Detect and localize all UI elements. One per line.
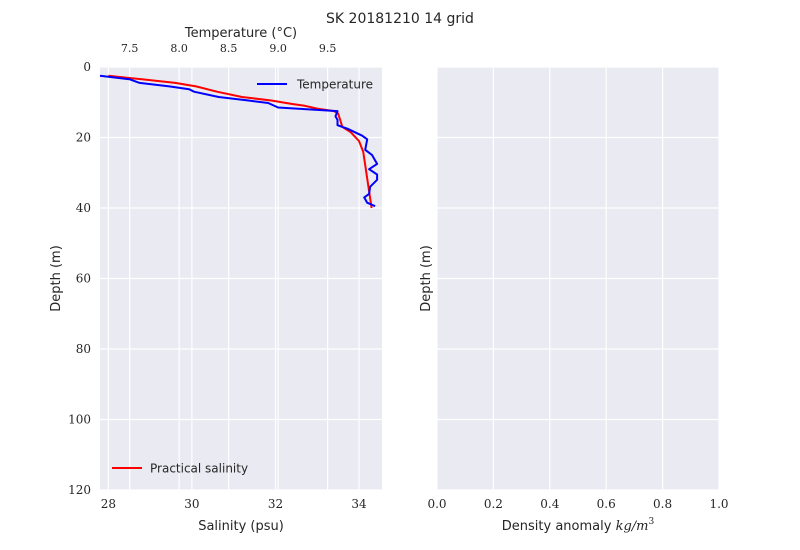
density-tick-label: 1.0 <box>709 497 728 511</box>
left-lines <box>99 74 379 209</box>
density-tick-label: 0.8 <box>653 497 672 511</box>
left-y-tick-label: 120 <box>68 483 91 497</box>
temperature-tick-label: 8.5 <box>220 42 238 55</box>
salinity-tick-label: 28 <box>101 497 116 511</box>
salinity-tick-label: 32 <box>268 497 283 511</box>
density-tick-label: 0.2 <box>484 497 503 511</box>
salinity-legend-label: Practical salinity <box>150 462 248 476</box>
right-xlabel-units: kg/m <box>616 519 649 534</box>
right-xlabel: Density anomaly kg/m3 <box>502 517 655 534</box>
right-grid <box>436 66 720 491</box>
left-y-tick-label: 20 <box>76 131 91 145</box>
salinity-tick-label: 30 <box>184 497 199 511</box>
right-ylabel: Depth (m) <box>419 245 434 312</box>
left-y-tick-label: 40 <box>76 201 91 215</box>
left-y-tick-label: 100 <box>68 413 91 427</box>
density-tick-label: 0.6 <box>597 497 616 511</box>
figure-title: SK 20181210 14 grid <box>326 11 474 27</box>
temperature-series-line <box>99 74 379 208</box>
right-xlabel-text: Density anomaly <box>502 519 616 534</box>
right-x-ticks: 0.0 0.2 0.4 0.6 0.8 1.0 <box>427 497 728 511</box>
left-grid <box>100 66 382 491</box>
left-y-tick-label: 60 <box>76 272 91 286</box>
left-y-ticks: 0 20 40 60 80 100 120 <box>68 60 91 497</box>
temperature-tick-label: 9.0 <box>269 42 287 55</box>
temperature-legend-label: Temperature <box>296 78 373 92</box>
temperature-axis-label: Temperature (°C) <box>184 26 297 41</box>
salinity-tick-label: 34 <box>351 497 367 511</box>
density-tick-label: 0.0 <box>427 497 446 511</box>
left-y-tick-label: 0 <box>83 60 91 74</box>
left-panel: 0 20 40 60 80 100 120 28 30 32 34 7.5 8.0 8.5 9.0 9.5… <box>49 26 382 534</box>
right-panel: 0.0 0.2 0.4 0.6 0.8 1.0 Depth (m) Density ano… <box>419 66 729 534</box>
temperature-tick-label: 7.5 <box>121 42 139 55</box>
left-top-ticks: 7.5 8.0 8.5 9.0 9.5 <box>121 42 336 55</box>
left-ylabel: Depth (m) <box>49 245 64 312</box>
temperature-legend: Temperature <box>257 78 373 92</box>
left-y-tick-label: 80 <box>76 342 91 356</box>
density-tick-label: 0.4 <box>540 497 559 511</box>
salinity-legend: Practical salinity <box>112 462 248 476</box>
temperature-tick-label: 9.5 <box>319 42 337 55</box>
temperature-tick-label: 8.0 <box>170 42 188 55</box>
right-xlabel-exponent: 3 <box>648 517 654 527</box>
salinity-axis-label: Salinity (psu) <box>198 519 284 534</box>
left-bottom-ticks: 28 30 32 34 <box>101 497 367 511</box>
